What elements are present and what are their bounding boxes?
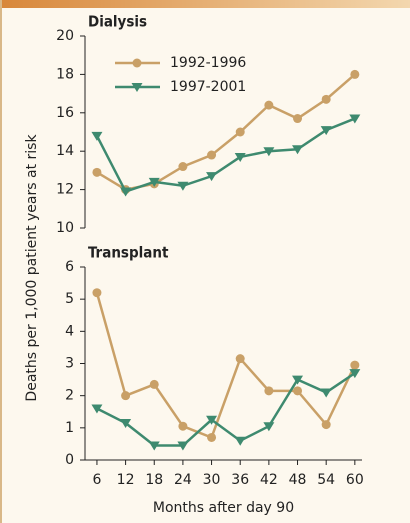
point	[349, 369, 361, 379]
point	[120, 187, 132, 197]
point	[263, 422, 275, 432]
point	[349, 114, 361, 124]
x-tick-label: 30	[203, 472, 221, 488]
point	[207, 150, 217, 160]
y-tick-label: 5	[65, 291, 74, 307]
series-line	[96, 372, 356, 447]
x-tick-label: 54	[317, 472, 335, 488]
left-border	[0, 0, 2, 523]
legend-label: 1997-2001	[170, 79, 246, 95]
point	[350, 69, 360, 79]
legend-marker	[132, 58, 142, 68]
point	[235, 127, 245, 137]
point	[263, 147, 275, 157]
point	[292, 375, 304, 385]
point	[91, 131, 103, 141]
y-tick-label: 1	[65, 420, 74, 436]
point	[293, 386, 303, 396]
point	[91, 404, 103, 414]
point	[120, 419, 132, 429]
point	[320, 126, 332, 136]
point	[92, 167, 102, 177]
y-tick-label: 0	[65, 452, 74, 468]
y-tick-label: 16	[56, 105, 74, 121]
x-tick-label: 6	[92, 472, 101, 488]
point	[148, 441, 160, 451]
point	[234, 436, 246, 446]
x-tick-label: 24	[174, 472, 192, 488]
point	[206, 415, 218, 425]
point	[321, 420, 331, 430]
x-tick-label: 12	[117, 472, 135, 488]
y-tick-label: 14	[56, 143, 74, 159]
point	[177, 181, 189, 191]
legend-label: 1992-1996	[170, 55, 246, 71]
legend-marker	[131, 83, 143, 92]
y-tick-label: 6	[65, 259, 74, 275]
y-tick-label: 20	[56, 28, 74, 44]
point	[177, 441, 189, 451]
x-tick-label: 42	[260, 472, 278, 488]
point	[92, 288, 102, 298]
point	[264, 100, 274, 110]
x-axis-label: Months after day 90	[153, 500, 294, 516]
panel-title: Dialysis	[88, 13, 147, 31]
point	[350, 360, 360, 370]
point	[320, 388, 332, 398]
y-tick-label: 10	[56, 220, 74, 236]
y-tick-label: 2	[65, 388, 74, 404]
point	[207, 432, 217, 442]
point	[293, 114, 303, 124]
point	[264, 386, 274, 396]
y-tick-label: 12	[56, 182, 74, 198]
point	[321, 94, 331, 104]
x-tick-label: 60	[346, 472, 364, 488]
x-tick-label: 36	[231, 472, 249, 488]
point	[178, 421, 188, 431]
x-tick-label: 18	[145, 472, 163, 488]
series-line	[95, 117, 356, 194]
point	[121, 391, 131, 401]
point	[149, 379, 159, 389]
panel-title: Transplant	[88, 244, 169, 262]
point	[206, 172, 218, 182]
y-tick-label: 18	[56, 66, 74, 82]
y-axis-label: Deaths per 1,000 patient years at risk	[24, 134, 40, 402]
point	[178, 162, 188, 172]
header-bar	[0, 0, 410, 8]
point	[234, 152, 246, 162]
x-tick-label: 48	[289, 472, 307, 488]
series-line	[95, 292, 356, 440]
point	[292, 145, 304, 155]
point	[235, 354, 245, 364]
y-tick-label: 4	[65, 323, 74, 339]
point	[148, 177, 160, 187]
y-tick-label: 3	[65, 356, 74, 372]
